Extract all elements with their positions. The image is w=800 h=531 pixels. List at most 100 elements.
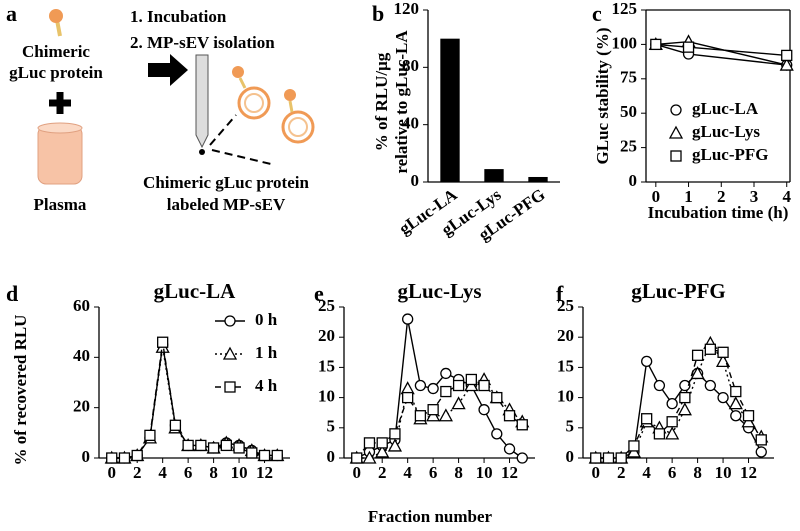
marker xyxy=(362,450,377,464)
y-tick-label: 60 xyxy=(73,296,90,315)
marker xyxy=(207,442,220,454)
y-tick-label: 0 xyxy=(411,171,420,190)
x-tick-label: 6 xyxy=(429,463,438,482)
marker xyxy=(650,38,662,51)
x-tick-label: 10 xyxy=(715,463,732,482)
marker xyxy=(351,452,363,464)
x-tick-label: 10 xyxy=(476,463,493,482)
x-tick-label: 2 xyxy=(133,463,142,482)
series-line xyxy=(111,347,278,459)
x-tick-label: 4 xyxy=(158,463,167,482)
bar xyxy=(440,38,460,182)
marker xyxy=(451,396,466,410)
x-tick-label: 8 xyxy=(209,463,218,482)
marker xyxy=(491,391,503,404)
y-tick-label: 0 xyxy=(327,447,336,466)
x-axis-label: Incubation time (h) xyxy=(648,203,789,222)
x-tick-label: 4 xyxy=(642,463,651,482)
x-tick-label: 2 xyxy=(378,463,387,482)
marker xyxy=(157,336,169,348)
marker xyxy=(704,343,716,355)
x-tick-label: 4 xyxy=(782,187,791,206)
bar xyxy=(528,176,548,182)
x-tick-label: 8 xyxy=(693,463,702,482)
marker xyxy=(682,41,695,53)
y-tick-label: 25 xyxy=(318,296,335,315)
legend-marker xyxy=(670,104,682,116)
y-axis-label: GLuc stability (%) xyxy=(593,28,612,165)
marker xyxy=(503,410,516,422)
marker xyxy=(438,408,453,422)
marker xyxy=(363,437,376,449)
marker xyxy=(427,382,439,395)
marker xyxy=(742,410,755,422)
panel-letter: d xyxy=(6,281,18,306)
x-tick-label: 8 xyxy=(454,463,463,482)
marker xyxy=(195,439,207,452)
panel-letter: f xyxy=(556,281,564,306)
y-tick-label: 20 xyxy=(73,397,90,416)
y-tick-label: 5 xyxy=(327,417,336,436)
schematic-text: Chimeric gLuc protein xyxy=(143,173,309,192)
x-axis-label: Fraction number xyxy=(368,507,493,526)
marker xyxy=(717,391,729,404)
marker xyxy=(258,449,271,462)
legend-label: 4 h xyxy=(255,376,278,395)
marker xyxy=(491,428,503,440)
schematic-text: Plasma xyxy=(34,195,87,214)
marker xyxy=(641,413,653,425)
marker xyxy=(182,439,194,452)
marker xyxy=(375,444,390,458)
marker xyxy=(781,49,793,62)
marker xyxy=(730,410,742,422)
marker xyxy=(730,385,742,398)
x-tick-label: 2 xyxy=(717,187,726,206)
marker xyxy=(691,349,704,361)
y-tick-label: 10 xyxy=(557,387,574,406)
y-tick-label: 5 xyxy=(566,417,575,436)
y-tick-label: 10 xyxy=(318,387,335,406)
y-tick-label: 100 xyxy=(612,33,638,52)
marker xyxy=(233,442,245,454)
marker xyxy=(389,428,401,440)
marker xyxy=(387,438,403,452)
legend-marker xyxy=(224,381,236,393)
legend-label: 0 h xyxy=(255,310,278,329)
series-line xyxy=(111,344,278,459)
marker xyxy=(665,426,680,440)
marker xyxy=(220,439,232,452)
marker xyxy=(427,404,439,416)
y-tick-label: 15 xyxy=(318,356,335,375)
legend-marker xyxy=(222,346,238,360)
chart-title: gLuc-LA xyxy=(154,279,237,303)
y-axis-label: % of recovered RLU xyxy=(11,315,30,466)
x-tick-label: 0 xyxy=(652,187,661,206)
y-tick-label: 40 xyxy=(73,346,90,365)
marker xyxy=(376,437,388,449)
bar xyxy=(484,169,504,182)
schematic-text: gLuc protein xyxy=(9,63,103,82)
x-tick-label: 6 xyxy=(184,463,193,482)
marker xyxy=(679,379,691,392)
y-axis-label: relative to gLuc-LA xyxy=(392,30,411,174)
marker xyxy=(602,452,615,464)
marker xyxy=(728,396,743,410)
y-tick-label: 120 xyxy=(394,0,420,18)
x-tick-label: 12 xyxy=(740,463,757,482)
marker xyxy=(641,355,653,368)
marker xyxy=(503,443,516,455)
x-tick-label: 0 xyxy=(591,463,600,482)
legend-marker xyxy=(670,150,682,162)
panel-letter: e xyxy=(314,281,324,306)
schematic-text: Chimeric xyxy=(22,42,90,61)
marker xyxy=(118,452,131,464)
marker xyxy=(478,404,490,416)
y-tick-label: 25 xyxy=(620,137,637,156)
marker xyxy=(478,379,490,392)
x-tick-label: 12 xyxy=(501,463,518,482)
marker xyxy=(590,452,602,464)
y-tick-label: 40 xyxy=(402,114,419,133)
y-axis-label: % of RLU/μg xyxy=(372,52,391,151)
legend-label: gLuc-PFG xyxy=(692,145,769,164)
